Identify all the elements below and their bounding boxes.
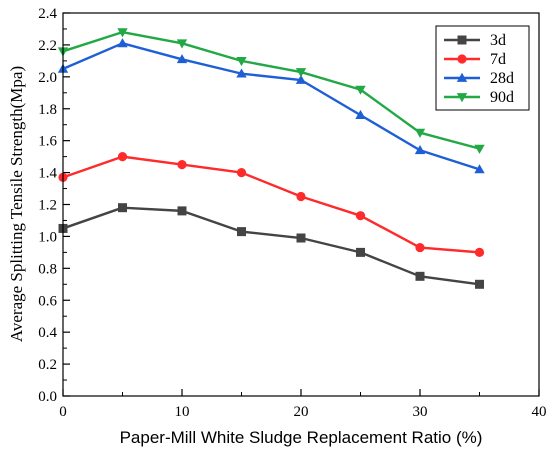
y-tick-label: 1.6 [38, 134, 57, 150]
data-point-28d [176, 54, 188, 64]
y-tick-label: 1.4 [38, 166, 57, 182]
data-point-7d [117, 152, 128, 162]
y-tick-label: 1.8 [38, 102, 57, 118]
data-point-7d [177, 160, 187, 170]
data-point-90d [414, 128, 426, 138]
data-point-3d [118, 203, 127, 213]
legend-marker [457, 54, 467, 64]
y-tick-label: 2.0 [38, 70, 57, 86]
legend-item-7d: 7d [444, 51, 506, 68]
y-tick-label: 1.0 [38, 229, 57, 245]
legend-marker [456, 93, 468, 103]
x-tick-label: 20 [294, 404, 309, 420]
data-point-90d [295, 68, 307, 78]
series-line-28d [62, 42, 480, 171]
data-point-3d [177, 206, 187, 216]
x-tick-label: 0 [59, 404, 67, 420]
series-line-90d [62, 30, 480, 150]
data-point-28d [236, 68, 247, 78]
data-point-3d [475, 279, 484, 289]
data-point-90d [176, 39, 188, 49]
data-point-7d [415, 242, 425, 253]
data-point-28d [355, 109, 366, 120]
series-line-7d [62, 155, 480, 254]
data-point-3d [356, 247, 365, 257]
x-axis-title: Paper-Mill White Sludge Replacement Rati… [120, 428, 483, 447]
x-tick-label: 10 [175, 404, 190, 420]
series-90d [57, 28, 485, 154]
data-point-90d [236, 56, 247, 67]
legend-item-3d: 3d [444, 32, 506, 49]
data-point-7d [296, 191, 306, 202]
legend-marker [456, 72, 468, 82]
series-7d [58, 152, 485, 257]
legend-label: 28d [490, 70, 514, 87]
data-point-28d [295, 74, 307, 84]
plot-frame [62, 12, 540, 397]
legend-label: 7d [490, 51, 506, 68]
data-point-3d [237, 227, 246, 237]
x-tick-label: 40 [532, 404, 547, 420]
y-tick-label: 0.8 [38, 261, 57, 277]
data-point-28d [474, 164, 485, 174]
legend-label: 90d [490, 89, 514, 106]
data-point-90d [474, 144, 485, 154]
data-point-90d [117, 28, 128, 38]
y-tick-label: 0.2 [38, 357, 57, 373]
series-28d [57, 38, 485, 174]
legend-marker [457, 35, 467, 45]
data-point-7d [474, 247, 485, 257]
data-point-28d [414, 145, 426, 155]
y-tick-label: 0.4 [38, 325, 57, 341]
data-point-7d [355, 211, 366, 221]
y-tick-label: 0.0 [38, 389, 57, 405]
y-tick-label: 1.2 [38, 198, 57, 214]
legend-label: 3d [490, 32, 506, 49]
data-point-90d [355, 85, 366, 95]
data-point-3d [296, 233, 306, 243]
data-point-28d [117, 38, 128, 48]
y-tick-label: 0.6 [38, 293, 57, 309]
data-point-7d [236, 167, 247, 178]
legend-item-28d: 28d [444, 70, 514, 87]
data-point-3d [415, 271, 425, 281]
series-layer [57, 28, 485, 289]
y-tick-label: 2.2 [38, 38, 57, 54]
series-line-3d [62, 206, 480, 286]
legend-item-90d: 90d [444, 89, 514, 106]
y-axis-title: Average Splitting Tensile Strength(Mpa) [7, 66, 26, 342]
tick-labels: 0 10 20 30 40 0.0 0.2 0.4 0.6 0.8 1.0 1.2 1.4 1.6 1.8 2… [38, 6, 546, 420]
x-tick-label: 30 [413, 404, 428, 420]
legend: 3d 7d 28d 90d [435, 25, 530, 111]
y-tick-label: 2.4 [38, 6, 57, 22]
axis-ticks [62, 12, 540, 397]
